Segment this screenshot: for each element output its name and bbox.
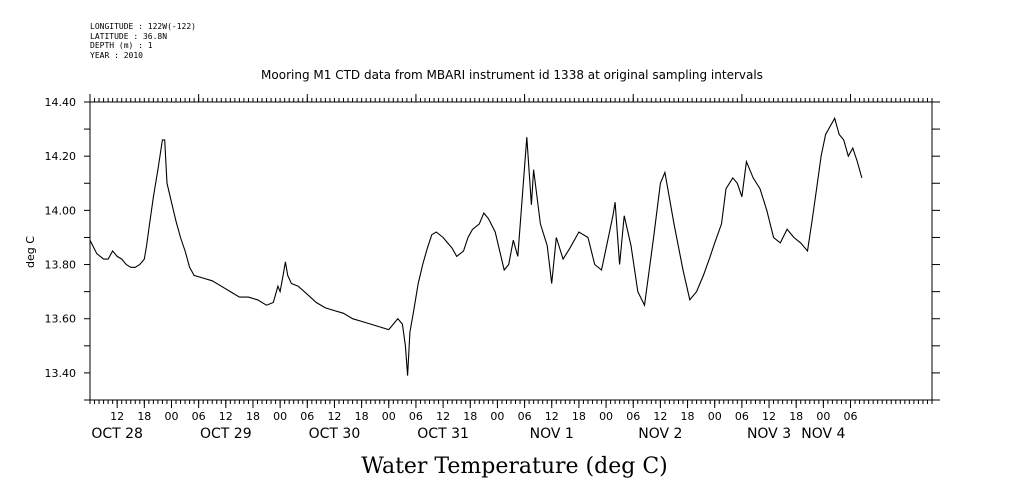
x-hour-label: 12 <box>110 410 124 423</box>
x-day-label: NOV 3 <box>747 426 791 442</box>
x-axis: 12 18 00 06 12 18 00 06 12 18 00 06 12 18 00 06 12 18 00 06… <box>89 94 933 442</box>
x-day-label: OCT 28 <box>91 426 143 442</box>
x-hour-label: 18 <box>789 410 803 423</box>
x-hour-label: 12 <box>545 410 559 423</box>
x-hour-label: 06 <box>735 410 749 423</box>
x-day-label: NOV 2 <box>638 426 682 442</box>
x-hour-label: 06 <box>409 410 423 423</box>
x-hour-label: 18 <box>463 410 477 423</box>
x-day-label: NOV 4 <box>801 426 845 442</box>
x-hour-label: 12 <box>762 410 776 423</box>
x-hour-label: 00 <box>599 410 613 423</box>
x-axis-title: Water Temperature (deg C) <box>361 454 668 479</box>
temperature-series-line <box>89 116 863 376</box>
y-tick-label: 14.00 <box>45 204 77 217</box>
x-hour-label: 18 <box>246 410 260 423</box>
x-hour-label: 18 <box>572 410 586 423</box>
x-hour-label: 18 <box>355 410 369 423</box>
x-hour-label: 06 <box>518 410 532 423</box>
x-hour-label: 06 <box>626 410 640 423</box>
y-tick-label: 14.20 <box>45 150 77 163</box>
y-tick-label: 13.40 <box>45 367 77 380</box>
x-day-label: OCT 31 <box>417 426 469 442</box>
x-hour-label: 06 <box>300 410 314 423</box>
metadata-block: LONGITUDE : 122W(-122) LATITUDE : 36.8N … <box>90 22 196 60</box>
x-hour-label: 06 <box>192 410 206 423</box>
x-hour-label: 12 <box>327 410 341 423</box>
y-tick-label: 13.80 <box>45 259 77 272</box>
x-hour-label: 12 <box>436 410 450 423</box>
x-day-label: NOV 1 <box>530 426 574 442</box>
x-hour-label: 00 <box>164 410 178 423</box>
x-hour-label: 18 <box>137 410 151 423</box>
y-tick-label: 14.40 <box>45 96 77 109</box>
meta-year: YEAR : 2010 <box>90 50 143 60</box>
meta-longitude: LONGITUDE : 122W(-122) <box>90 22 196 31</box>
x-hour-label: 12 <box>219 410 233 423</box>
x-hour-label: 12 <box>653 410 667 423</box>
x-hour-label: 00 <box>708 410 722 423</box>
chart-title: Mooring M1 CTD data from MBARI instrumen… <box>261 68 763 82</box>
y-tick-label: 13.60 <box>45 313 77 326</box>
x-hour-label: 00 <box>273 410 287 423</box>
meta-latitude: LATITUDE : 36.8N <box>90 31 168 41</box>
y-axis-label: deg C <box>24 236 37 268</box>
x-hour-label: 06 <box>844 410 858 423</box>
x-hour-label: 00 <box>382 410 396 423</box>
y-axis: 14.40 14.20 14.00 13.80 13.60 13.40 <box>45 96 940 401</box>
x-hour-label: 18 <box>681 410 695 423</box>
x-hour-label: 00 <box>816 410 830 423</box>
x-day-label: OCT 29 <box>200 426 252 442</box>
meta-depth: DEPTH (m) : 1 <box>90 41 153 50</box>
x-day-label: OCT 30 <box>309 426 361 442</box>
x-hour-label: 00 <box>490 410 504 423</box>
